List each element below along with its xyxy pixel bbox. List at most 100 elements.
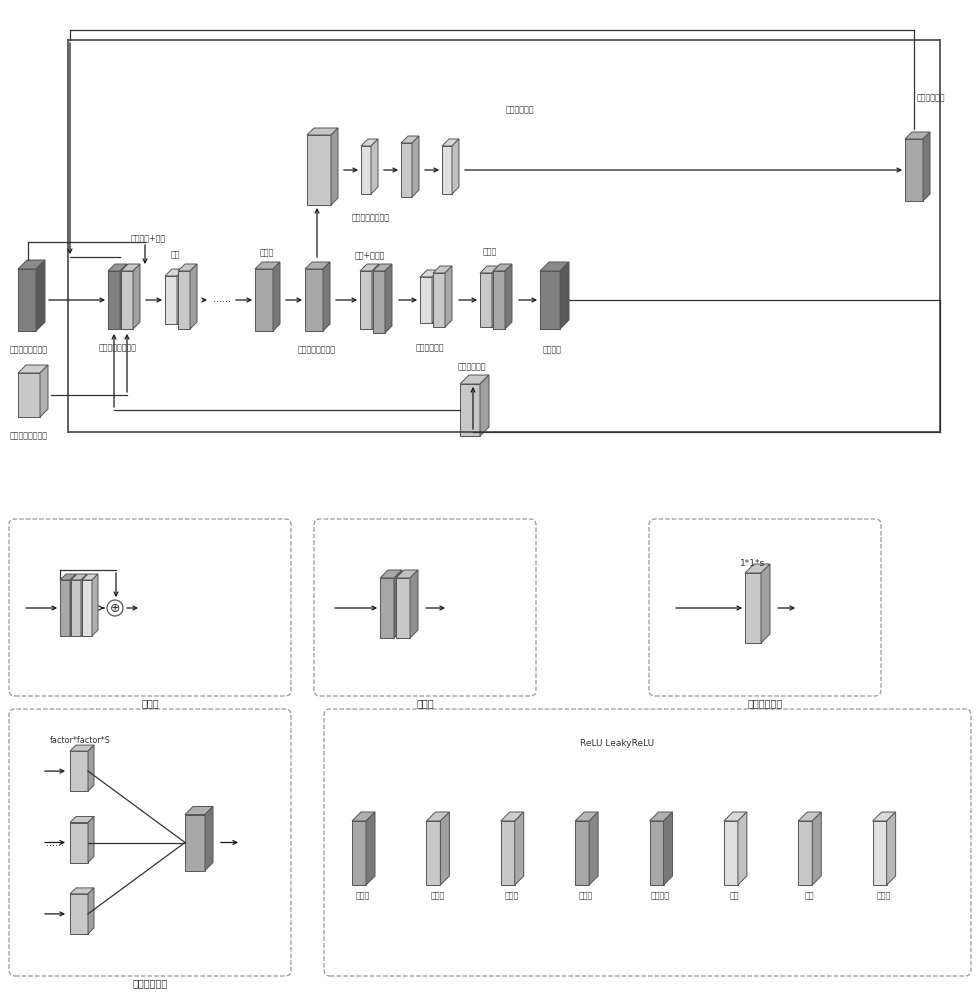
Polygon shape — [177, 269, 184, 324]
Polygon shape — [120, 264, 127, 329]
Text: 残差块: 残差块 — [483, 247, 496, 256]
Polygon shape — [401, 136, 418, 143]
Polygon shape — [178, 264, 196, 271]
Polygon shape — [82, 580, 92, 636]
Polygon shape — [255, 269, 273, 331]
Polygon shape — [459, 384, 480, 436]
Text: 空间退化网络: 空间退化网络 — [915, 93, 945, 102]
Text: 卷积块: 卷积块 — [356, 891, 369, 900]
Polygon shape — [88, 888, 94, 934]
Polygon shape — [445, 266, 451, 327]
Polygon shape — [886, 812, 895, 885]
Polygon shape — [451, 139, 458, 194]
Text: ReLU LeakyReLU: ReLU LeakyReLU — [579, 738, 654, 748]
Text: 低分辨高光谱图像: 低分辨高光谱图像 — [10, 345, 48, 354]
Polygon shape — [361, 146, 370, 194]
Polygon shape — [723, 812, 746, 821]
Polygon shape — [480, 375, 488, 436]
Text: ......: ...... — [213, 294, 231, 304]
Polygon shape — [88, 816, 94, 862]
Polygon shape — [255, 262, 279, 269]
Polygon shape — [81, 574, 87, 636]
Polygon shape — [92, 574, 98, 636]
Polygon shape — [71, 580, 81, 636]
Polygon shape — [372, 271, 385, 333]
Polygon shape — [649, 812, 672, 821]
Polygon shape — [871, 812, 895, 821]
Polygon shape — [459, 375, 488, 384]
Polygon shape — [121, 271, 133, 329]
Polygon shape — [560, 262, 569, 329]
Polygon shape — [588, 812, 598, 885]
Text: 1*1*s: 1*1*s — [740, 559, 765, 568]
Polygon shape — [385, 264, 392, 333]
Polygon shape — [409, 570, 417, 638]
Polygon shape — [370, 139, 378, 194]
Circle shape — [106, 600, 123, 616]
Polygon shape — [70, 894, 88, 934]
Polygon shape — [396, 570, 417, 578]
Polygon shape — [500, 812, 524, 821]
Text: factor*factor*S: factor*factor*S — [50, 736, 110, 745]
Polygon shape — [491, 266, 498, 327]
Polygon shape — [401, 143, 411, 197]
Polygon shape — [82, 574, 98, 580]
Polygon shape — [372, 264, 392, 271]
Text: 拼接: 拼接 — [170, 250, 180, 259]
Polygon shape — [492, 271, 504, 329]
Polygon shape — [922, 132, 929, 201]
Polygon shape — [165, 276, 177, 324]
Polygon shape — [60, 574, 76, 580]
Text: ......: ...... — [46, 838, 64, 848]
Text: 中间低分辨率丰度: 中间低分辨率丰度 — [352, 213, 390, 222]
Polygon shape — [330, 128, 338, 205]
Text: 光谱退化网络: 光谱退化网络 — [457, 362, 486, 371]
Polygon shape — [121, 264, 140, 271]
Polygon shape — [492, 264, 512, 271]
Text: 卷积+激活层: 卷积+激活层 — [355, 250, 385, 259]
Polygon shape — [797, 812, 821, 821]
Polygon shape — [760, 564, 769, 643]
Polygon shape — [305, 262, 329, 269]
Text: 中间高分辨率丰度: 中间高分辨率丰度 — [298, 345, 336, 354]
Polygon shape — [396, 578, 409, 638]
Polygon shape — [514, 812, 524, 885]
Polygon shape — [904, 139, 922, 201]
Polygon shape — [365, 812, 374, 885]
Text: 激活层: 激活层 — [504, 891, 519, 900]
Text: 光谱解混+插值: 光谱解混+插值 — [130, 233, 165, 242]
Polygon shape — [380, 578, 394, 638]
Polygon shape — [18, 373, 40, 417]
Polygon shape — [165, 269, 184, 276]
Text: 卷积块: 卷积块 — [416, 698, 434, 708]
Polygon shape — [480, 266, 498, 273]
Polygon shape — [744, 573, 760, 643]
Text: 光谱退化网络: 光谱退化网络 — [746, 698, 782, 708]
Polygon shape — [18, 260, 45, 269]
Polygon shape — [539, 262, 569, 271]
Text: 卷积层: 卷积层 — [430, 891, 444, 900]
Text: 高分辨多光谱图像: 高分辨多光谱图像 — [10, 431, 48, 440]
Polygon shape — [433, 273, 445, 327]
Polygon shape — [360, 271, 371, 329]
Polygon shape — [371, 264, 379, 329]
Polygon shape — [500, 821, 514, 885]
Polygon shape — [178, 271, 190, 329]
Polygon shape — [432, 270, 439, 323]
Polygon shape — [426, 821, 440, 885]
Polygon shape — [60, 580, 70, 636]
Polygon shape — [723, 821, 737, 885]
Polygon shape — [744, 564, 769, 573]
Polygon shape — [440, 812, 448, 885]
Polygon shape — [107, 264, 127, 271]
Text: 空间退化网络: 空间退化网络 — [505, 105, 533, 114]
Polygon shape — [18, 365, 48, 373]
Polygon shape — [205, 806, 213, 870]
Polygon shape — [40, 365, 48, 417]
Polygon shape — [360, 264, 379, 271]
Polygon shape — [380, 570, 402, 578]
Text: 拼接: 拼接 — [804, 891, 813, 900]
Polygon shape — [307, 135, 330, 205]
Polygon shape — [70, 888, 94, 894]
Polygon shape — [352, 821, 365, 885]
